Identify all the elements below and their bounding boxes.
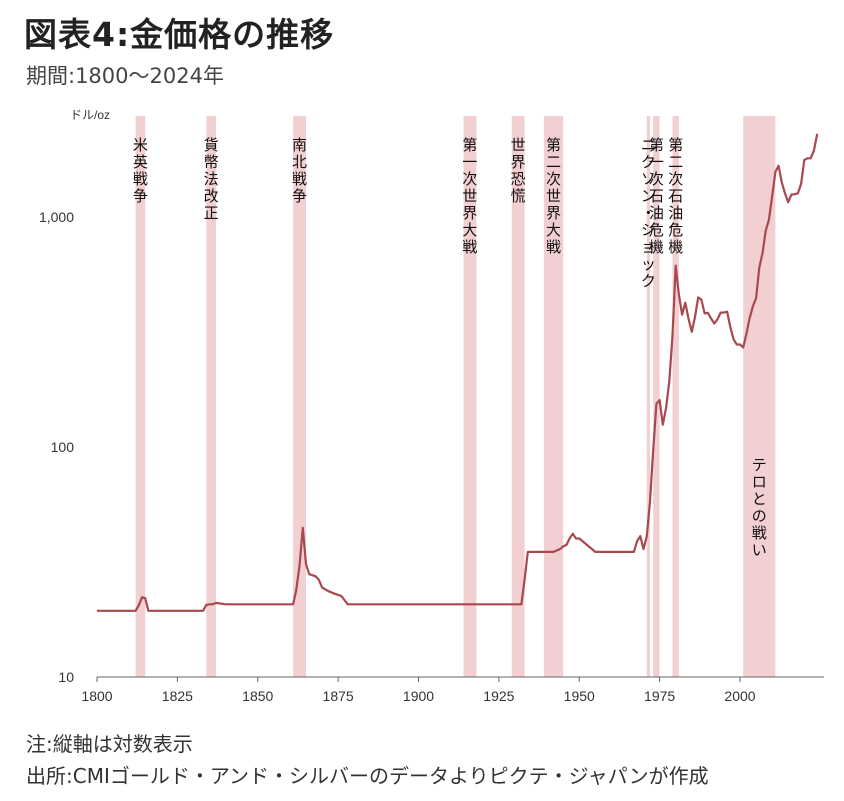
event-band-4 xyxy=(463,116,477,677)
y-axis-unit-label: ドル/oz xyxy=(70,108,110,122)
event-label-10: テロとの戦い xyxy=(752,456,767,559)
x-tick-label-1900: 1900 xyxy=(403,688,434,704)
event-band-5 xyxy=(511,116,525,677)
x-tick-label-1850: 1850 xyxy=(242,688,273,704)
event-label-8: 第一次石油危機 xyxy=(649,136,664,256)
axis-note: 注:縦軸は対数表示 xyxy=(26,732,193,756)
event-labels: 米英戦争 貨幣法改正 南北戦争 第一次世界大戦 世界恐慌 第二次世界大戦 ニクソン・ショック… xyxy=(133,136,767,559)
chart-title: 図表4:金価格の推移 xyxy=(24,15,335,54)
event-band-2 xyxy=(206,116,216,677)
x-tick-label-1925: 1925 xyxy=(483,688,514,704)
axes: 1800 1825 1850 1875 1900 1925 1950 1975 2000 10 10… xyxy=(39,209,824,704)
x-tick-label-1800: 1800 xyxy=(81,688,112,704)
event-label-9: 第二次石油危機 xyxy=(668,136,683,256)
price-line-layer xyxy=(97,133,819,612)
gold-price-line xyxy=(97,133,819,612)
y-tick-label-10: 10 xyxy=(58,669,74,685)
event-band-7 xyxy=(646,116,650,677)
event-band-9 xyxy=(672,116,679,677)
event-label-6: 第二次世界大戦 xyxy=(546,136,561,256)
x-tick-label-1875: 1875 xyxy=(323,688,354,704)
event-label-5: 世界恐慌 xyxy=(511,136,526,205)
x-tick-label-2000: 2000 xyxy=(724,688,755,704)
source-note: 出所:CMIゴールド・アンド・シルバーのデータよりピクテ・ジャパンが作成 xyxy=(26,764,709,788)
y-tick-label-1000: 1,000 xyxy=(39,209,74,225)
event-band-6 xyxy=(543,116,564,677)
y-tick-label-100: 100 xyxy=(51,439,75,455)
event-band-1 xyxy=(135,116,146,677)
x-tick-label-1950: 1950 xyxy=(564,688,595,704)
chart-subtitle: 期間:1800〜2024年 xyxy=(26,64,224,88)
x-tick-label-1825: 1825 xyxy=(162,688,193,704)
event-label-1: 米英戦争 xyxy=(133,136,148,205)
event-label-7: ニクソン・ショック xyxy=(641,136,656,290)
x-tick-label-1975: 1975 xyxy=(644,688,675,704)
event-label-3: 南北戦争 xyxy=(292,136,307,205)
event-band-8 xyxy=(653,116,660,677)
event-label-2: 貨幣法改正 xyxy=(204,136,219,222)
event-label-4: 第一次世界大戦 xyxy=(462,136,477,256)
